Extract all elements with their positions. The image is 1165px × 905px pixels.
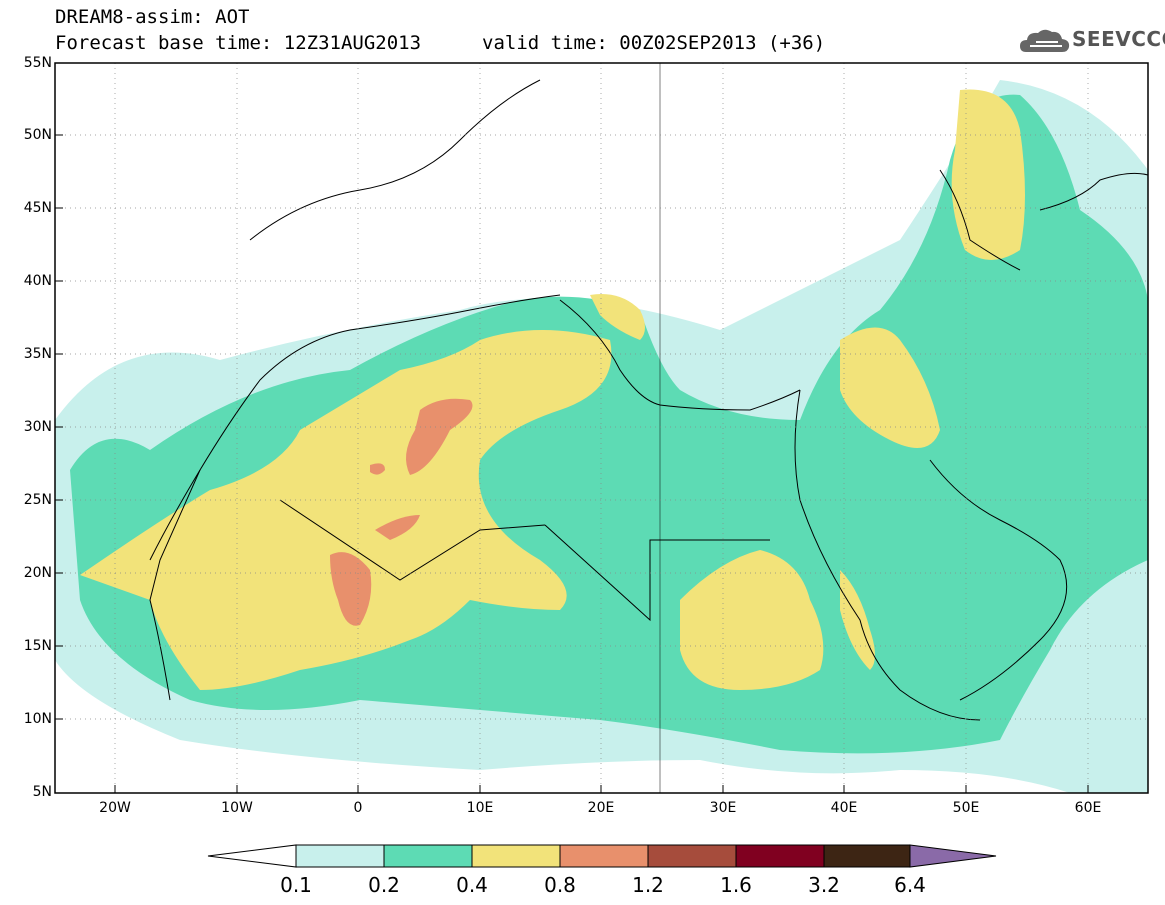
colorbar-swatch-1: [383, 844, 473, 868]
colorbar-swatch-5: [735, 844, 825, 868]
colorbar-swatch-3: [559, 844, 649, 868]
colorbar-label: 6.4: [894, 873, 926, 897]
lat-label: 50N: [23, 127, 52, 143]
lat-label: 40N: [23, 273, 52, 289]
colorbar-label: 1.6: [720, 873, 752, 897]
aot-level-0.8-north: [406, 398, 473, 475]
colorbar-low-arrow: [207, 844, 297, 868]
coastlines: [149, 63, 1148, 793]
lat-label: 10N: [23, 711, 52, 727]
colorbar: [207, 844, 997, 868]
forecast-base-time: Forecast base time: 12Z31AUG2013: [55, 32, 422, 54]
lat-label: 55N: [23, 55, 52, 71]
lat-label: 35N: [23, 346, 52, 362]
lon-label: 40E: [830, 800, 858, 816]
valid-time: valid time: 00Z02SEP2013 (+36): [482, 32, 826, 54]
lon-label: 30E: [709, 800, 737, 816]
lat-label: 25N: [23, 492, 52, 508]
aot-level-0.4-greece: [590, 294, 645, 340]
colorbar-label: 0.4: [456, 873, 488, 897]
lat-label: 5N: [32, 784, 52, 800]
aot-level-0.4-west: [80, 330, 612, 690]
axis-ticks: [55, 62, 1089, 794]
map-title: DREAM8-assim: AOT: [55, 6, 250, 28]
lat-label: 45N: [23, 200, 52, 216]
colorbar-swatch-4: [647, 844, 737, 868]
aot-level-0.8-spot: [370, 463, 385, 475]
colorbar-swatch-0: [295, 844, 385, 868]
colorbar-swatch-6: [823, 844, 911, 868]
lat-label: 20N: [23, 565, 52, 581]
aot-level-0.8-middle: [375, 515, 420, 540]
lon-label: 50E: [952, 800, 980, 816]
colorbar-label: 0.1: [280, 873, 312, 897]
aot-level-0.4-central: [680, 550, 824, 690]
colorbar-label: 0.8: [544, 873, 576, 897]
lon-label: 0: [353, 800, 363, 816]
colorbar-high-arrow: [909, 844, 997, 868]
aot-level-0.4-horn: [840, 570, 875, 670]
lat-label: 15N: [23, 638, 52, 654]
lon-label: 10W: [221, 800, 253, 816]
aot-level-0.8-south: [330, 552, 372, 626]
logo-text: SEEVCCC: [1072, 27, 1165, 51]
aot-level-0.4-caspian: [951, 89, 1025, 260]
colorbar-label: 0.2: [368, 873, 400, 897]
lon-label: 10E: [466, 800, 494, 816]
lon-label: 20E: [587, 800, 615, 816]
lon-label: 60E: [1074, 800, 1102, 816]
colorbar-label: 3.2: [808, 873, 840, 897]
graticule: [55, 63, 1148, 793]
aot-level-0.4-arabia: [840, 327, 940, 448]
lon-label: 20W: [99, 800, 131, 816]
colorbar-label: 1.2: [632, 873, 664, 897]
cloud-icon: [1020, 29, 1070, 52]
colorbar-swatch-2: [471, 844, 561, 868]
lat-label: 30N: [23, 419, 52, 435]
dust-fields: [55, 63, 1148, 793]
